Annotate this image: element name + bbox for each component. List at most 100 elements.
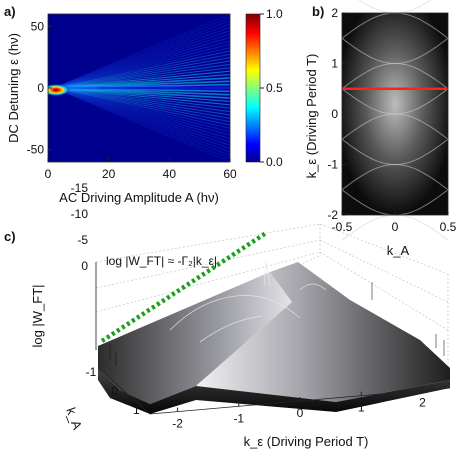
heatmap-a-fringe-line <box>53 87 230 113</box>
heatmap-a-fringe-line <box>53 14 230 89</box>
heatmap-b-arc <box>358 0 432 14</box>
heatmap-a-fringe-line <box>53 43 230 89</box>
heatmap-b-axes: -0.5 0 0.5 2 1 0 -1 -2 <box>327 6 456 234</box>
heatmap-a-fringe-line <box>53 23 230 89</box>
heatmap-b-arc <box>341 62 449 90</box>
heatmap-a-fringe-line <box>53 87 230 123</box>
heatmap-b-ylabel: k_ε (Driving Period T) <box>304 54 319 179</box>
heatmap-a-fringe-line <box>53 87 230 146</box>
heatmap-a-ytick-label: 0 <box>37 81 44 95</box>
surface-c-fit-line <box>100 231 268 343</box>
heatmap-a-fringe-line <box>54 87 230 109</box>
panel-c-label: c) <box>4 229 16 244</box>
heatmap-a-fringe-line <box>53 33 230 89</box>
heatmap-a-fringe-line <box>53 87 230 156</box>
heatmap-a-fringe-line <box>53 53 230 89</box>
surface-c-ztick-label: 0 <box>81 259 88 273</box>
surface-c-xtick-label: -2 <box>172 417 183 431</box>
surface-c-ztick-label: -10 <box>71 207 89 221</box>
colorbar-ticks: 1.0 0.5 0.0 <box>260 7 283 169</box>
colorbar-tick-label: 1.0 <box>266 7 283 21</box>
surface-c-xtick-label: -1 <box>233 411 244 425</box>
heatmap-a-fringe-line <box>53 87 230 133</box>
surface-c-zlabel: log |W_FT| <box>30 284 45 347</box>
heatmap-a-ytick-label: 50 <box>31 19 45 33</box>
surface-c-xtick-label: 1 <box>358 401 365 415</box>
heatmap-b-ytick-label: -1 <box>327 158 338 172</box>
heatmap-a-fringe-line <box>54 87 230 103</box>
heatmap-a-fringe-line <box>53 20 230 89</box>
colorbar <box>245 13 261 163</box>
heatmap-a-fringe-line <box>53 63 230 89</box>
heatmap-a-xtick-label: 60 <box>223 167 237 181</box>
surface-c-base <box>98 368 450 414</box>
heatmap-a-xtick-label: 40 <box>163 167 177 181</box>
heatmap-b <box>341 0 449 241</box>
panel-b-label: b) <box>312 4 324 19</box>
heatmap-a-fringes <box>53 14 230 162</box>
heatmap-a-fringe-line <box>54 73 230 89</box>
heatmap-a-xtick-label: 20 <box>102 167 116 181</box>
heatmap-a-fringe-line <box>53 40 230 89</box>
surface-c-xtick-label: 2 <box>419 395 426 409</box>
surface-c-ylabel: k_A <box>63 405 85 431</box>
heatmap-b-xtick-label: -0.5 <box>332 220 353 234</box>
panel-a-label: a) <box>4 4 16 19</box>
surface-c-xlabel: k_ε (Driving Period T) <box>244 434 369 449</box>
surface-c-left-face <box>98 272 300 404</box>
surface-c-ztick-label: -5 <box>77 233 88 247</box>
heatmap-a-fringe-line <box>53 87 230 162</box>
heatmap-a-fringe-line <box>53 37 230 89</box>
heatmap-a <box>48 14 230 162</box>
surface-c-ytick-label: 1 <box>133 403 140 417</box>
heatmap-b-ytick-label: 1 <box>331 57 338 71</box>
heatmap-a-fringe-line <box>53 47 230 89</box>
heatmap-a-fringe-line <box>53 30 230 89</box>
heatmap-b-ytick-label: 0 <box>331 107 338 121</box>
heatmap-a-fringe-line <box>53 57 230 89</box>
heatmap-b-ytick-label: 2 <box>331 6 338 20</box>
heatmap-a-fringe-line <box>53 87 230 126</box>
heatmap-a-ytick-label: -50 <box>27 143 45 157</box>
heatmap-a-fringe-line <box>54 70 230 89</box>
surface-c-xtick-label: 0 <box>297 406 304 420</box>
heatmap-a-fringe-line <box>54 87 230 99</box>
heatmap-a-ylabel: DC Detuning ε (hν) <box>6 33 21 143</box>
heatmap-b-arc <box>341 163 449 191</box>
heatmap-a-fringe-line <box>53 87 230 160</box>
colorbar-tick-label: 0.0 <box>266 155 283 169</box>
heatmap-a-xlabel: AC Driving Amplitude A (hν) <box>59 190 219 205</box>
heatmap-a-fringe-line <box>54 77 230 89</box>
heatmap-a-fringe-line <box>53 87 230 136</box>
heatmap-a-fringe-line <box>53 16 230 89</box>
heatmap-a-fringe-line <box>53 87 230 150</box>
colorbar-tick-label: 0.5 <box>266 81 283 95</box>
heatmap-a-fringe-line <box>53 87 230 129</box>
heatmap-a-fringe-line <box>54 87 230 106</box>
heatmap-b-arc <box>341 113 449 140</box>
surface-c-axes: 0-5-10-15-101-2 -1 0 1 2 <box>71 181 451 431</box>
heatmap-a-fringe-line <box>53 87 230 116</box>
surface-c-ytick-label: -1 <box>86 365 97 379</box>
heatmap-a-fringe-line <box>53 87 230 143</box>
surface-c-ztick-label: -15 <box>71 181 89 195</box>
surface-c-ytick-label: 0 <box>111 384 118 398</box>
surface-c <box>95 223 450 414</box>
surface-c-right-face <box>196 262 450 402</box>
surface-c-annotation: log |W_FT| ≈ -Γ₂|k_ε| <box>106 254 217 268</box>
heatmap-a-peak <box>48 84 70 96</box>
heatmap-b-xlabel: k_A <box>387 243 410 258</box>
heatmap-b-xtick-label: 0 <box>392 220 399 234</box>
heatmap-a-fringe-line <box>54 67 230 89</box>
heatmap-a-fringe-line <box>53 87 230 119</box>
surface-c-ridges <box>169 261 327 343</box>
heatmap-a-xtick-label: 0 <box>45 167 52 181</box>
heatmap-a-fringe-line <box>53 26 230 89</box>
heatmap-b-ytick-label: -2 <box>327 208 338 222</box>
heatmap-a-fringe-line <box>53 50 230 89</box>
heatmap-b-xtick-label: 0.5 <box>440 220 457 234</box>
heatmap-a-fringe-line <box>53 87 230 139</box>
surface-c-spikes <box>109 282 445 366</box>
